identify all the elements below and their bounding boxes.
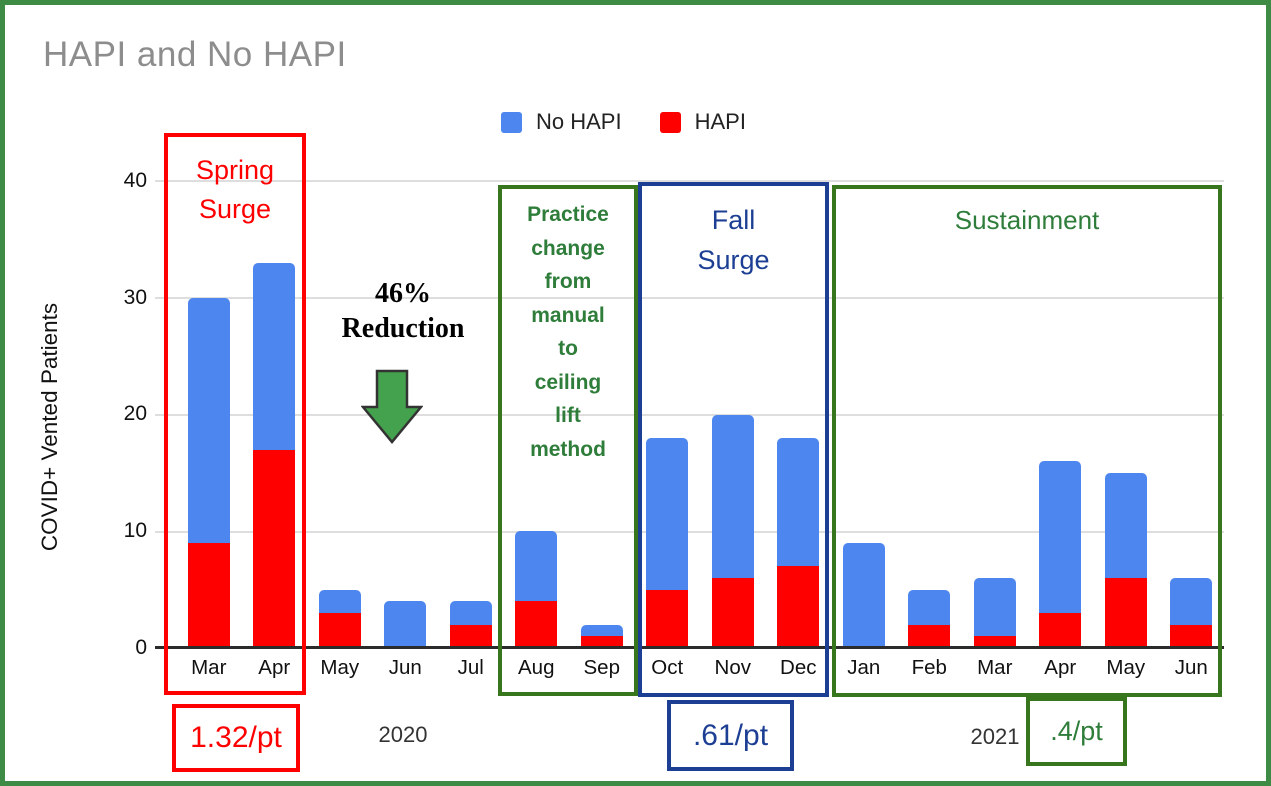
bar-segment-hapi [318,612,361,648]
spring-rate-box: 1.32/pt [172,704,300,772]
bar-group [973,577,1016,648]
sustainment-rate-box: .4/pt [1026,697,1127,766]
bar-segment-no-hapi [253,262,296,450]
bar-segment-no-hapi [908,589,951,625]
bar-segment-hapi [253,449,296,648]
gridline-40 [155,180,1224,182]
bar-segment-hapi [646,589,689,648]
x-axis-label: Jun [388,656,422,679]
bar-segment-no-hapi [777,437,820,567]
x-axis-label: Nov [714,656,751,679]
bar-group [384,601,427,648]
gridline-20 [155,414,1224,416]
x-axis-label: Jul [457,656,484,679]
bar-segment-no-hapi [384,601,427,648]
y-tick-20: 20 [123,402,147,425]
year-2021-label: 2021 [970,724,1020,749]
bar-segment-hapi [1104,577,1147,648]
x-axis-line [155,646,1224,649]
x-axis-label: Mar [977,656,1013,679]
bar-segment-no-hapi [711,414,754,578]
reduction-line: 46% [375,278,431,309]
bar-group [646,437,689,648]
bar-segment-no-hapi [187,297,230,543]
bar-segment-no-hapi [842,542,885,648]
bar-group [187,297,230,648]
reduction-line: Reduction [341,313,465,344]
x-axis-label: Feb [911,656,947,679]
bar-segment-no-hapi [1104,472,1147,578]
year-2020-label: 2020 [378,722,428,747]
legend-label: No HAPI [536,109,622,134]
fall-rate-box: .61/pt [667,700,794,771]
x-axis-label: Mar [191,656,227,679]
legend-item-no-hapi: No HAPI [501,109,622,135]
bar-segment-no-hapi [973,577,1016,637]
bar-group [777,437,820,648]
bar-group [580,624,623,648]
bar-segment-hapi [515,601,558,648]
down-arrow-icon [361,369,423,444]
hapi-swatch-icon [659,111,681,133]
bar-segment-hapi [973,636,1016,648]
bar-segment-hapi [449,624,492,648]
y-tick-10: 10 [123,519,147,542]
x-axis-label: Jan [847,656,881,679]
bar-group [1104,472,1147,648]
bar-segment-no-hapi [1170,577,1213,625]
y-tick-0: 0 [135,636,147,659]
gridline-30 [155,297,1224,299]
bar-group [318,589,361,648]
bar-segment-no-hapi [646,437,689,590]
x-axis-label: Sep [583,656,620,679]
bar-group [842,542,885,648]
x-axis-labels: Mar Apr May Jun Jul Aug Sep Oct Nov Dec Jan Feb Mar A… [176,656,1224,686]
bar-segment-hapi [777,566,820,648]
bar-segment-no-hapi [515,531,558,602]
x-axis-label: Jun [1174,656,1208,679]
y-tick-30: 30 [123,286,147,309]
sustainment-rate-value: .4/pt [1050,716,1103,746]
legend: No HAPI HAPI [501,109,746,135]
bar-segment-hapi [580,636,623,648]
bar-segment-no-hapi [580,624,623,637]
y-axis-title: COVID+ Vented Patients [37,302,62,552]
bar-segment-hapi [187,542,230,648]
bar-group [515,531,558,648]
x-axis-label: Dec [780,656,817,679]
bar-group [1039,461,1082,648]
x-axis-label: Apr [258,656,291,679]
legend-label: HAPI [694,109,746,134]
fall-rate-value: .61/pt [692,718,769,752]
bar-group [711,414,754,648]
x-axis-label: Aug [518,656,555,679]
gridline-10 [155,531,1224,533]
bar-segment-no-hapi [449,601,492,625]
bar-segment-hapi [1170,624,1213,648]
bar-group [253,262,296,648]
reduction-annotation: 46% Reduction [313,276,493,346]
no-hapi-swatch-icon [501,111,522,133]
y-tick-40: 40 [123,169,147,192]
bar-group [1170,577,1213,648]
chart-title: HAPI and No HAPI [43,35,347,74]
x-axis-label: May [1106,656,1146,679]
x-axis-label: Oct [651,656,684,679]
bar-segment-no-hapi [1039,461,1082,613]
legend-item-hapi: HAPI [659,109,746,135]
spring-rate-value: 1.32/pt [190,721,282,754]
x-axis-label: Apr [1044,656,1077,679]
bar-group [449,601,492,648]
bar-segment-hapi [908,624,951,648]
x-axis-label: May [320,656,360,679]
bar-segment-hapi [1039,612,1082,648]
bar-segment-no-hapi [318,589,361,613]
bar-group [908,589,951,648]
bars-layer [176,181,1224,648]
bar-segment-hapi [711,577,754,648]
